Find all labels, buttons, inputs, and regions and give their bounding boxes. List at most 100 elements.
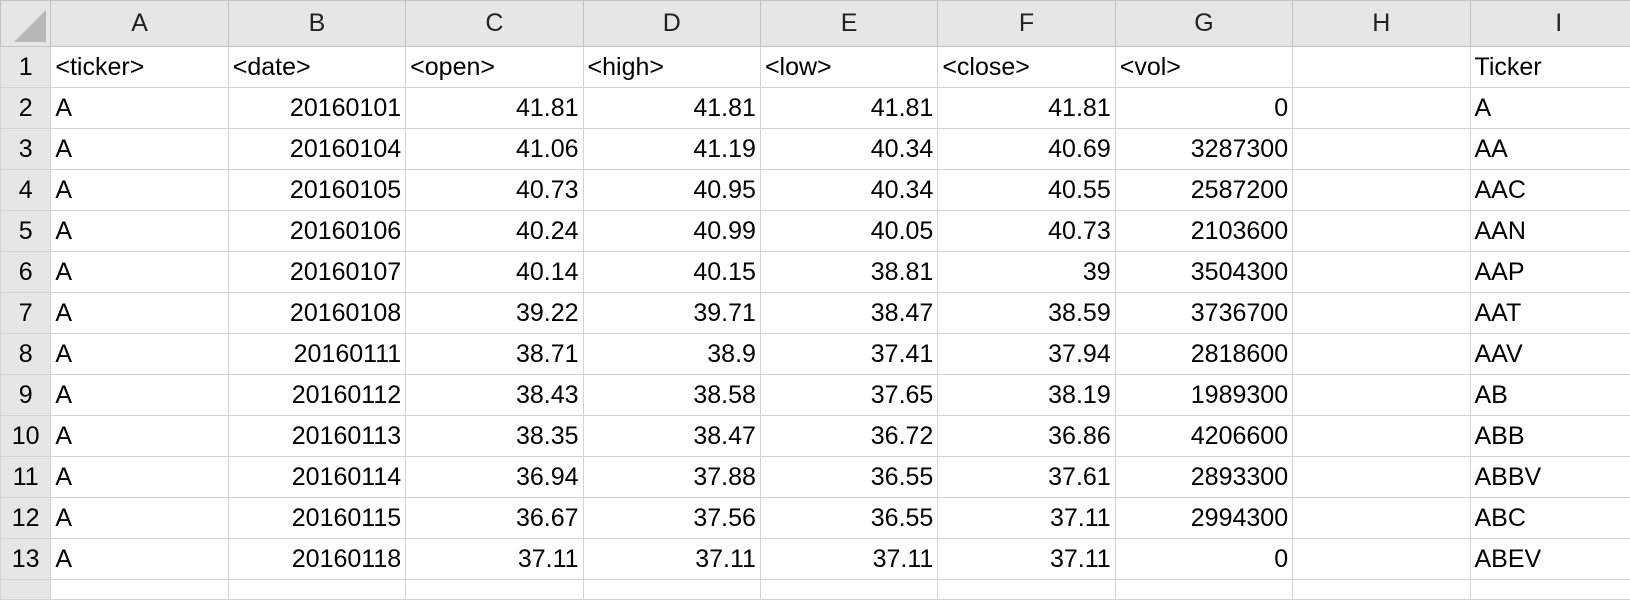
cell-d11[interactable]: 37.88 <box>582 456 761 498</box>
cell-f10[interactable]: 36.86 <box>937 415 1116 457</box>
cell-i6[interactable]: AAP <box>1469 251 1630 293</box>
cell-d3[interactable]: 41.19 <box>582 128 761 170</box>
cell-g12[interactable]: 2994300 <box>1114 497 1294 539</box>
cell-a2[interactable]: A <box>50 87 229 129</box>
cell-a5[interactable]: A <box>50 210 229 252</box>
cell-g6[interactable]: 3504300 <box>1114 251 1294 293</box>
cell-d2[interactable]: 41.81 <box>582 87 761 129</box>
cell-empty[interactable] <box>1469 579 1630 600</box>
cell-a6[interactable]: A <box>50 251 229 293</box>
row-header[interactable]: 9 <box>0 374 52 416</box>
cell-e2[interactable]: 41.81 <box>759 87 939 129</box>
cell-b4[interactable]: 20160105 <box>227 169 407 211</box>
cell-a11[interactable]: A <box>50 456 229 498</box>
cell-h11[interactable] <box>1292 456 1471 498</box>
cell-c8[interactable]: 38.71 <box>405 333 584 375</box>
cell-f2[interactable]: 41.81 <box>937 87 1116 129</box>
row-header[interactable]: 2 <box>0 87 52 129</box>
column-header-f[interactable]: F <box>937 0 1116 47</box>
cell-e4[interactable]: 40.34 <box>759 169 939 211</box>
cell-f4[interactable]: 40.55 <box>937 169 1116 211</box>
cell-f12[interactable]: 37.11 <box>937 497 1116 539</box>
column-header-g[interactable]: G <box>1114 0 1294 47</box>
cell-c13[interactable]: 37.11 <box>405 538 584 580</box>
column-header-a[interactable]: A <box>50 0 229 47</box>
cell-e8[interactable]: 37.41 <box>759 333 939 375</box>
cell-c12[interactable]: 36.67 <box>405 497 584 539</box>
cell-a10[interactable]: A <box>50 415 229 457</box>
cell-f6[interactable]: 39 <box>937 251 1116 293</box>
cell-d9[interactable]: 38.58 <box>582 374 761 416</box>
column-header-e[interactable]: E <box>759 0 939 47</box>
cell-e11[interactable]: 36.55 <box>759 456 939 498</box>
row-header[interactable]: 1 <box>0 46 52 88</box>
cell-b10[interactable]: 20160113 <box>227 415 407 457</box>
cell-g3[interactable]: 3287300 <box>1114 128 1294 170</box>
row-header[interactable]: 11 <box>0 456 52 498</box>
cell-i13[interactable]: ABEV <box>1469 538 1630 580</box>
cell-empty[interactable] <box>227 579 407 600</box>
cell-d5[interactable]: 40.99 <box>582 210 761 252</box>
cell-e12[interactable]: 36.55 <box>759 497 939 539</box>
cell-a9[interactable]: A <box>50 374 229 416</box>
cell-h4[interactable] <box>1292 169 1471 211</box>
cell-g9[interactable]: 1989300 <box>1114 374 1294 416</box>
cell-g1[interactable]: <vol> <box>1114 46 1294 88</box>
cell-f9[interactable]: 38.19 <box>937 374 1116 416</box>
cell-b13[interactable]: 20160118 <box>227 538 407 580</box>
cell-b7[interactable]: 20160108 <box>227 292 407 334</box>
cell-b3[interactable]: 20160104 <box>227 128 407 170</box>
cell-g5[interactable]: 2103600 <box>1114 210 1294 252</box>
cell-i4[interactable]: AAC <box>1469 169 1630 211</box>
row-header[interactable]: 7 <box>0 292 52 334</box>
column-header-d[interactable]: D <box>582 0 761 47</box>
column-header-b[interactable]: B <box>227 0 407 47</box>
cell-c7[interactable]: 39.22 <box>405 292 584 334</box>
cell-d8[interactable]: 38.9 <box>582 333 761 375</box>
cell-a1[interactable]: <ticker> <box>50 46 229 88</box>
cell-h13[interactable] <box>1292 538 1471 580</box>
cell-f7[interactable]: 38.59 <box>937 292 1116 334</box>
cell-e9[interactable]: 37.65 <box>759 374 939 416</box>
cell-e10[interactable]: 36.72 <box>759 415 939 457</box>
cell-f13[interactable]: 37.11 <box>937 538 1116 580</box>
cell-g2[interactable]: 0 <box>1114 87 1294 129</box>
row-header[interactable]: 13 <box>0 538 52 580</box>
cell-f1[interactable]: <close> <box>937 46 1116 88</box>
cell-b12[interactable]: 20160115 <box>227 497 407 539</box>
cell-b6[interactable]: 20160107 <box>227 251 407 293</box>
cell-empty[interactable] <box>1292 579 1471 600</box>
cell-a8[interactable]: A <box>50 333 229 375</box>
cell-b5[interactable]: 20160106 <box>227 210 407 252</box>
cell-b9[interactable]: 20160112 <box>227 374 407 416</box>
cell-h1[interactable] <box>1292 46 1471 88</box>
row-header[interactable]: 6 <box>0 251 52 293</box>
cell-f5[interactable]: 40.73 <box>937 210 1116 252</box>
cell-e13[interactable]: 37.11 <box>759 538 939 580</box>
cell-d13[interactable]: 37.11 <box>582 538 761 580</box>
cell-g13[interactable]: 0 <box>1114 538 1294 580</box>
cell-c4[interactable]: 40.73 <box>405 169 584 211</box>
cell-h2[interactable] <box>1292 87 1471 129</box>
cell-i10[interactable]: ABB <box>1469 415 1630 457</box>
cell-a4[interactable]: A <box>50 169 229 211</box>
cell-i12[interactable]: ABC <box>1469 497 1630 539</box>
cell-c6[interactable]: 40.14 <box>405 251 584 293</box>
cell-c1[interactable]: <open> <box>405 46 584 88</box>
row-header[interactable]: 5 <box>0 210 52 252</box>
cell-d4[interactable]: 40.95 <box>582 169 761 211</box>
cell-a7[interactable]: A <box>50 292 229 334</box>
cell-empty[interactable] <box>405 579 584 600</box>
cell-e6[interactable]: 38.81 <box>759 251 939 293</box>
cell-i9[interactable]: AB <box>1469 374 1630 416</box>
cell-b2[interactable]: 20160101 <box>227 87 407 129</box>
row-header[interactable] <box>0 579 52 600</box>
cell-g11[interactable]: 2893300 <box>1114 456 1294 498</box>
cell-f8[interactable]: 37.94 <box>937 333 1116 375</box>
cell-h7[interactable] <box>1292 292 1471 334</box>
cell-g8[interactable]: 2818600 <box>1114 333 1294 375</box>
row-header[interactable]: 8 <box>0 333 52 375</box>
cell-i5[interactable]: AAN <box>1469 210 1630 252</box>
cell-i7[interactable]: AAT <box>1469 292 1630 334</box>
cell-e5[interactable]: 40.05 <box>759 210 939 252</box>
